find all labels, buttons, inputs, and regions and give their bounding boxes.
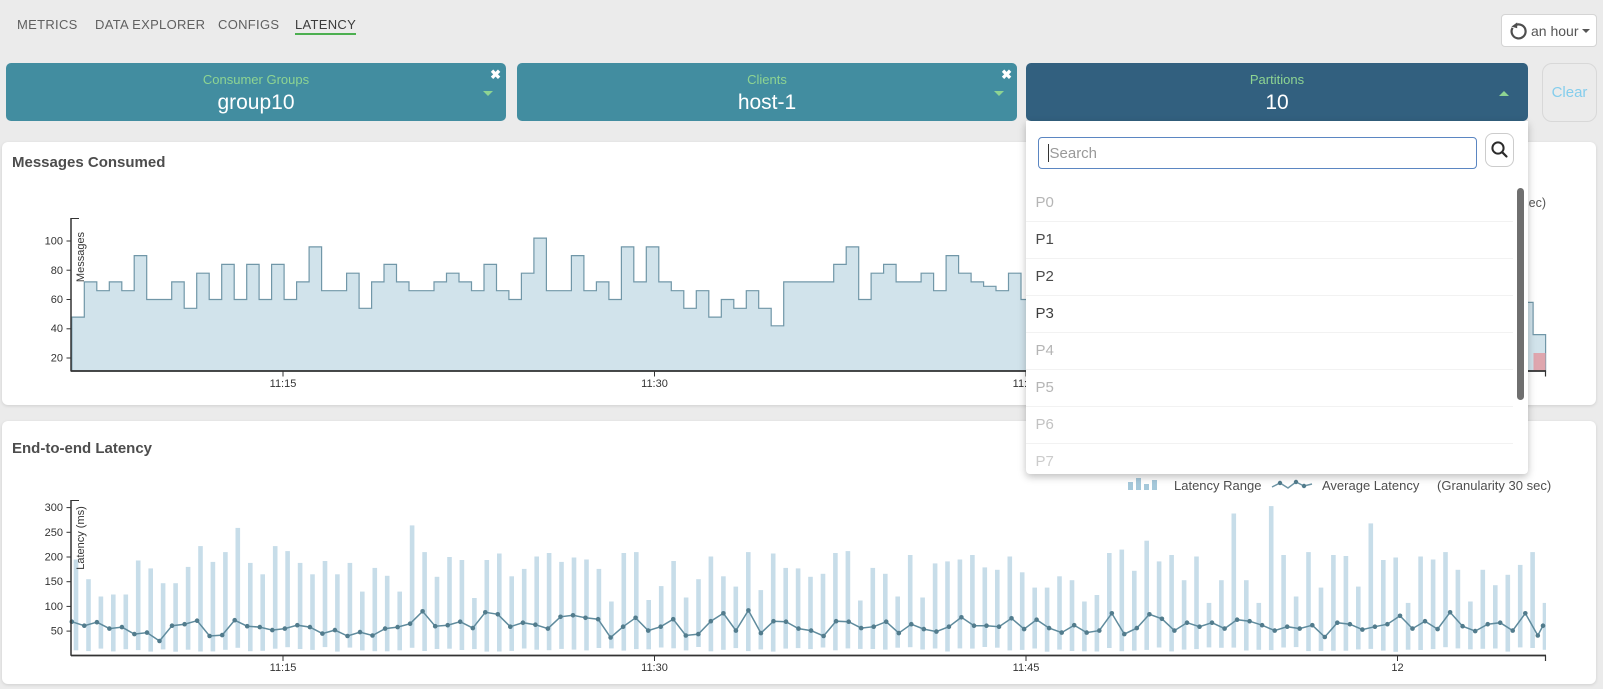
svg-text:100: 100 [45,236,63,248]
svg-text:250: 250 [45,527,63,539]
svg-text:11:15: 11:15 [270,378,297,390]
svg-text:Latency Range: Latency Range [1174,478,1261,493]
svg-text:(Granularity 30 sec): (Granularity 30 sec) [1437,478,1551,493]
svg-text:20: 20 [51,353,63,365]
svg-text:Average Latency: Average Latency [1322,478,1420,493]
svg-text:40: 40 [51,323,63,335]
svg-text:60: 60 [51,294,63,306]
svg-text:12: 12 [1391,662,1403,674]
svg-text:300: 300 [45,502,63,514]
svg-text:Messages: Messages [75,231,87,282]
svg-text:80: 80 [51,265,63,277]
svg-text:100: 100 [45,601,63,613]
svg-text:11:15: 11:15 [270,662,297,674]
svg-text:150: 150 [45,576,63,588]
svg-text:11:30: 11:30 [641,662,668,674]
svg-text:11:45: 11:45 [1013,662,1040,674]
svg-text:200: 200 [45,552,63,564]
svg-text:50: 50 [51,626,63,638]
svg-text:Latency (ms): Latency (ms) [75,506,87,570]
svg-text:11:30: 11:30 [641,378,668,390]
